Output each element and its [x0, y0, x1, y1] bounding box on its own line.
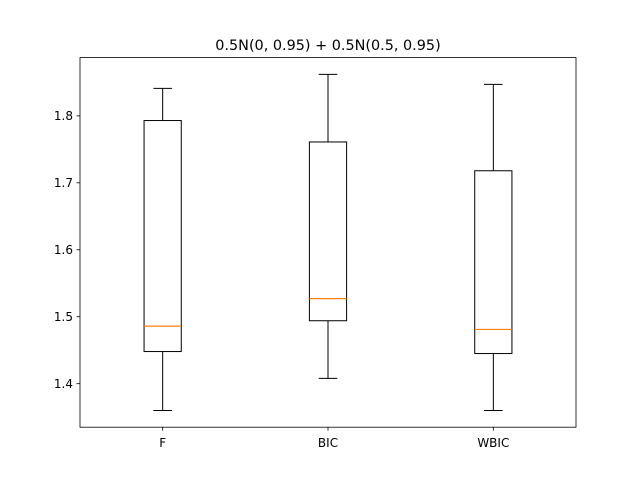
- box: [474, 170, 513, 355]
- y-tick-label: 1.6: [54, 243, 73, 257]
- chart-title: 0.5N(0, 0.95) + 0.5N(0.5, 0.95): [215, 38, 440, 54]
- y-tick-label: 1.4: [54, 377, 73, 391]
- plot-marks: [143, 73, 513, 411]
- x-tick-label: WBIC: [477, 436, 509, 450]
- y-tick-label: 1.8: [54, 109, 73, 123]
- x-axis: F BIC WBIC: [159, 427, 509, 450]
- boxplot-wbic: [474, 83, 513, 411]
- box: [143, 120, 182, 353]
- y-tick-label: 1.5: [54, 310, 73, 324]
- x-tick-label: BIC: [318, 436, 338, 450]
- y-axis: 1.4 1.5 1.6 1.7 1.8: [54, 109, 80, 391]
- boxplot-f: [143, 87, 182, 411]
- boxplot-bic: [308, 73, 348, 379]
- x-tick-label: F: [159, 436, 166, 450]
- box: [308, 141, 348, 322]
- y-tick-label: 1.7: [54, 176, 73, 190]
